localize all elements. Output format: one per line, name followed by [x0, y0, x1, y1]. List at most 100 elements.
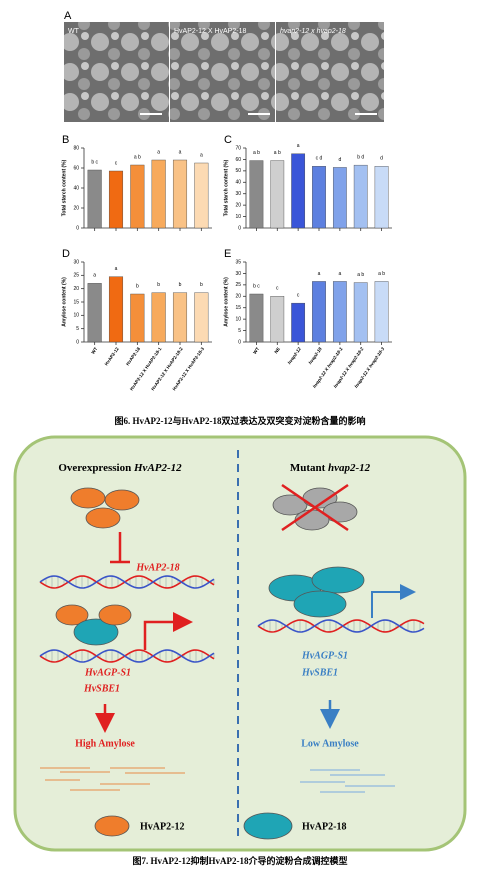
significance-letter: b — [179, 282, 182, 288]
significance-letter: b — [200, 282, 203, 288]
amylose-strands — [40, 767, 185, 791]
heading-text: Overexpression — [58, 462, 131, 474]
bar — [332, 281, 347, 343]
significance-letter: a — [318, 271, 321, 277]
x-tick-label: WT — [252, 346, 260, 355]
image-label: WT — [68, 28, 80, 35]
bar — [249, 293, 264, 343]
bar — [249, 160, 264, 229]
y-axis-label: Total starch content (%) — [223, 159, 229, 216]
y-axis-label: Amylose content (%) — [223, 277, 229, 327]
x-tick-label: hvap2-12 — [287, 346, 303, 365]
dna-strand — [39, 649, 215, 663]
bar — [130, 293, 145, 343]
significance-letter: b — [157, 282, 160, 288]
bar — [87, 169, 102, 229]
panel-label: D — [62, 248, 70, 260]
bar — [374, 166, 389, 229]
x-tick-label: WT — [90, 346, 98, 355]
heading: Overexpression HvAP2-12 — [58, 462, 182, 474]
x-tick-label: NE — [273, 346, 281, 354]
significance-letter: a — [157, 149, 160, 155]
significance-letter: a b — [134, 154, 141, 160]
micrograph — [170, 22, 275, 122]
y-tick-label: 60 — [73, 165, 79, 171]
significance-letter: a — [115, 266, 118, 272]
y-tick-label: 30 — [235, 191, 241, 197]
significance-letter: c — [297, 292, 300, 298]
caption: 图6. HvAP2-12与HvAP2-18双过表达及双突变对淀粉含量的影响 — [115, 415, 366, 426]
bar — [332, 167, 347, 229]
significance-letter: a — [338, 271, 341, 277]
significance-letter: d — [380, 156, 383, 162]
bar — [374, 281, 389, 343]
y-tick-label: 25 — [235, 282, 241, 288]
y-tick-label: 40 — [235, 180, 241, 186]
bar — [291, 302, 306, 343]
gene-label: HvSBE1 — [83, 683, 120, 694]
bar — [130, 164, 145, 229]
dna-strand — [39, 575, 215, 589]
image-label: hvap2-12 x hvap2-18 — [280, 28, 346, 35]
y-axis-label: Amylose content (%) — [61, 277, 67, 327]
significance-letter: a b — [253, 150, 260, 156]
heading-text: Mutant — [290, 462, 326, 474]
y-tick-label: 5 — [76, 326, 79, 332]
amylose-strands — [300, 769, 395, 793]
y-tick-label: 50 — [235, 168, 241, 174]
bar — [270, 296, 285, 343]
charts: B Total starch content (%) 0 20 40 60 80 b c c a … — [61, 134, 392, 391]
y-tick-label: 60 — [235, 157, 241, 163]
legend-label: HvAP2-12 — [140, 821, 184, 832]
y-tick-label: 25 — [73, 273, 79, 279]
bar — [172, 292, 188, 343]
gene-label: HvSBE1 — [301, 667, 338, 678]
bar — [151, 159, 166, 229]
bar — [353, 282, 368, 343]
dna-strand — [257, 619, 425, 633]
bar — [108, 276, 124, 343]
x-tick-label: hvap2-18 — [308, 346, 324, 365]
y-tick-label: 70 — [235, 145, 241, 151]
heading-gene: HvAP2-12 — [133, 462, 182, 474]
y-tick-label: 20 — [235, 294, 241, 300]
dna-group — [39, 575, 425, 663]
image-label: HvAP2-12 X HvAP2-18 — [174, 28, 246, 35]
panel-label: C — [224, 134, 232, 146]
bar — [353, 164, 368, 229]
significance-letter: c — [115, 160, 118, 166]
y-tick-label: 10 — [73, 313, 79, 319]
hvap2-18-cluster — [268, 566, 365, 618]
complex — [55, 604, 132, 646]
panel-label: E — [224, 248, 231, 260]
micrograph — [276, 22, 384, 122]
y-tick-label: 40 — [73, 185, 79, 191]
hvap2-12-cluster — [70, 487, 140, 529]
bar — [151, 292, 166, 343]
gene-label: HvAP2-18 — [135, 562, 179, 573]
significance-letter: a — [297, 143, 300, 149]
y-tick-label: 0 — [76, 225, 79, 231]
activation-arrow — [371, 584, 416, 618]
bar — [312, 166, 326, 229]
activation-arrow — [143, 612, 193, 650]
bar — [270, 160, 285, 229]
y-tick-label: 35 — [235, 259, 241, 265]
inhibit-arrow — [110, 532, 130, 564]
y-axis-label: Total starch content (%) — [61, 159, 67, 216]
bar — [108, 170, 124, 229]
significance-letter: a — [179, 149, 182, 155]
model-panel — [13, 435, 467, 852]
legend-swatch — [94, 815, 130, 837]
y-tick-label: 5 — [238, 328, 241, 334]
significance-letter: b c — [91, 159, 98, 165]
y-tick-label: 20 — [73, 205, 79, 211]
result: High Amylose — [75, 738, 135, 749]
significance-letter: a b — [357, 272, 364, 278]
gene-label: HvAGP-S1 — [84, 667, 131, 678]
y-tick-label: 10 — [235, 316, 241, 322]
cross — [281, 483, 349, 532]
y-tick-label: 0 — [238, 339, 241, 345]
significance-letter: b — [136, 283, 139, 289]
